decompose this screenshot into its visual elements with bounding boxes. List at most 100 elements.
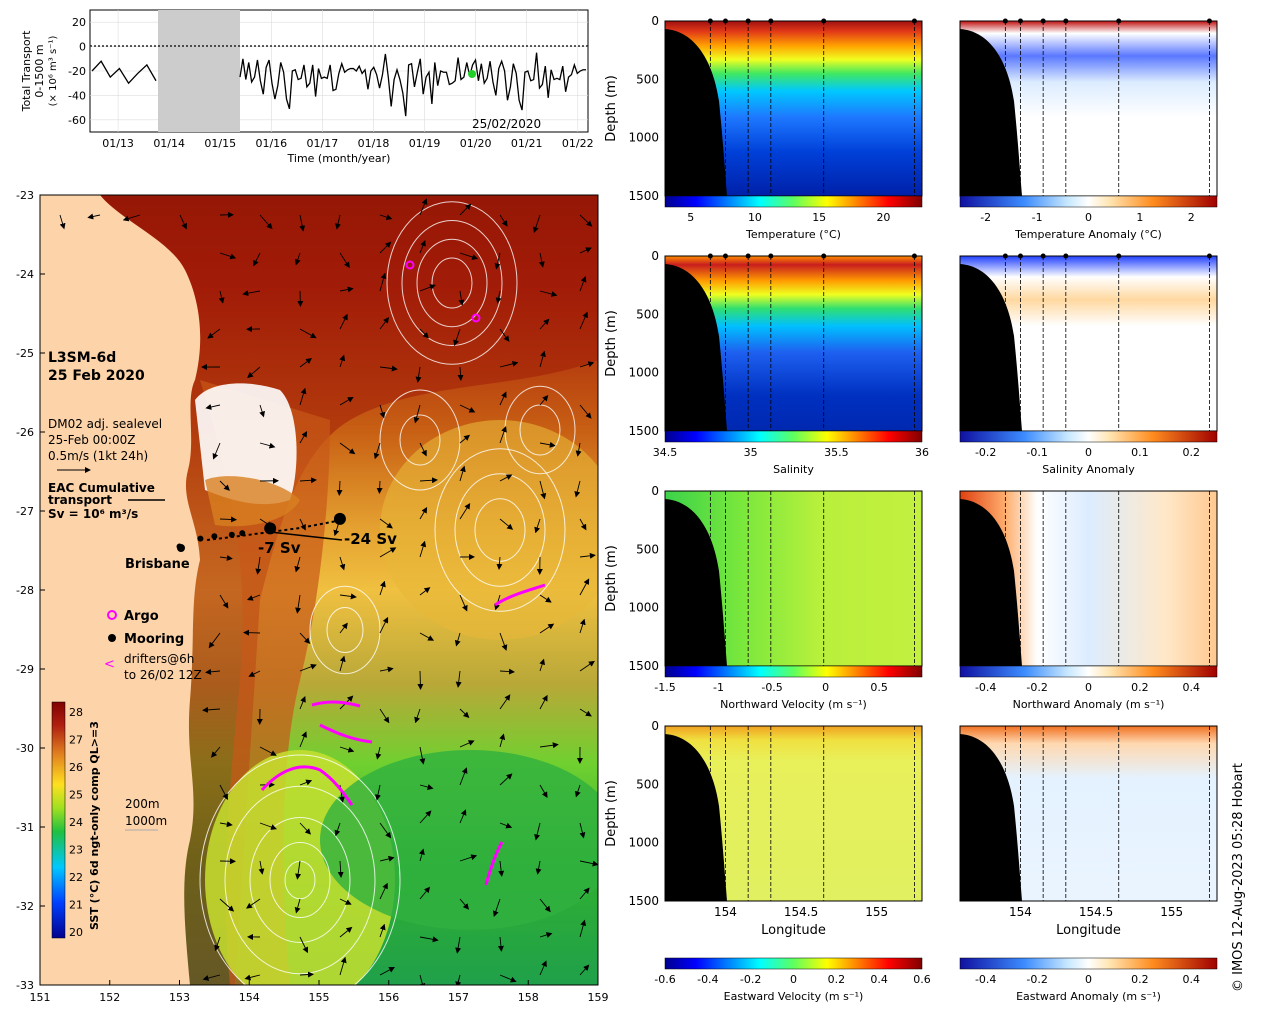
colorbar-label: Temperature Anomaly (°C) xyxy=(1014,228,1162,241)
velocity-arrow xyxy=(253,252,261,267)
sealevel-contour xyxy=(386,201,518,365)
velocity-arrow xyxy=(373,442,381,460)
velocity-arrow xyxy=(499,474,513,482)
colorbar-tick-label: 1 xyxy=(1136,211,1143,224)
velocity-arrow xyxy=(219,821,233,828)
velocity-arrow xyxy=(454,632,461,647)
land xyxy=(40,195,201,985)
drifter-legend-line1: drifters@6h xyxy=(124,652,194,666)
velocity-arrow xyxy=(579,919,587,938)
colorbar-tick-label: -0.2 xyxy=(1026,681,1047,694)
depth-axis-label: Depth (m) xyxy=(604,75,619,142)
colorbar-label: Salinity xyxy=(773,463,814,476)
velocity-arrow xyxy=(418,848,425,862)
velocity-arrow xyxy=(122,214,141,222)
velocity-arrow xyxy=(214,936,221,952)
velocity-arrow xyxy=(219,784,228,801)
velocity-arrow xyxy=(295,594,302,614)
velocity-arrow xyxy=(538,252,545,268)
velocity-arrow xyxy=(299,477,317,484)
colorbar-tick-label: 0.6 xyxy=(913,973,931,986)
colorbar-tick-label: -0.4 xyxy=(975,973,996,986)
velocity-arrow xyxy=(419,936,439,943)
colorbar-tick-label: 0 xyxy=(1085,211,1092,224)
velocity-arrow xyxy=(579,660,595,672)
velocity-arrow xyxy=(499,974,517,983)
velocity-arrow xyxy=(379,855,395,862)
depth-tick-label: 1500 xyxy=(628,659,659,673)
sealevel-legend-line2: 25-Feb 00:00Z xyxy=(48,433,135,447)
map-y-tick-label: -24 xyxy=(16,268,34,281)
velocity-arrow xyxy=(499,668,515,675)
map-x-tick-label: 151 xyxy=(30,991,51,1004)
transport-x-tick-label: 01/20 xyxy=(460,137,492,150)
cloud-mask-1 xyxy=(195,383,297,505)
transport-y-tick-label: -60 xyxy=(68,114,86,127)
isobath-1000m-label: 1000m xyxy=(125,814,167,828)
velocity-arrow xyxy=(218,290,225,304)
velocity-arrow xyxy=(455,670,462,688)
colorbar-tick-label: 35 xyxy=(744,446,758,459)
velocity-arrow xyxy=(579,860,598,867)
velocity-arrow xyxy=(247,366,261,379)
velocity-arrow xyxy=(459,465,466,482)
velocity-arrow xyxy=(579,887,590,900)
transport-x-tick-label: 01/19 xyxy=(409,137,441,150)
velocity-arrow xyxy=(299,822,311,835)
velocity-arrow xyxy=(459,767,468,786)
velocity-arrow xyxy=(299,936,308,954)
velocity-arrow xyxy=(379,365,398,372)
velocity-arrow xyxy=(202,974,221,981)
sealevel-contours xyxy=(199,201,576,985)
velocity-arrow xyxy=(499,426,507,444)
velocity-arrow xyxy=(294,556,301,573)
colorbar-tick-label: 35.5 xyxy=(824,446,849,459)
map-y-tick-label: -23 xyxy=(16,189,34,202)
colorbar-tick-label: -0.2 xyxy=(975,446,996,459)
colorbar-tick-label: -0.2 xyxy=(740,973,761,986)
velocity-arrow xyxy=(211,746,221,758)
map-y-tick-label: -28 xyxy=(16,584,34,597)
velocity-arrow xyxy=(579,708,592,717)
depth-tick-label: 1500 xyxy=(628,894,659,908)
transport-x-tick-label: 01/17 xyxy=(307,137,339,150)
colorbar-tick-label: 20 xyxy=(876,211,890,224)
velocity-arrow xyxy=(539,394,549,406)
colorbar-temperature_anomaly xyxy=(959,195,1218,208)
transport-y-label-line1: Total Transport xyxy=(20,30,33,112)
velocity-arrow xyxy=(379,822,392,839)
velocity-arrow xyxy=(379,923,386,938)
velocity-arrow xyxy=(205,404,221,410)
sst-colorbar-tick-label: 28 xyxy=(69,706,83,719)
transport-x-tick-label: 01/22 xyxy=(562,137,594,150)
velocity-arrow xyxy=(419,477,438,484)
colorbar-tick-label: 2 xyxy=(1188,211,1195,224)
velocity-arrow xyxy=(574,480,581,498)
transport-series xyxy=(91,52,586,117)
velocity-arrow xyxy=(499,518,514,530)
velocity-arrow xyxy=(219,554,233,561)
mooring-marker xyxy=(197,535,204,542)
section-panel-temperature_anomaly: -2 -1 0 1 2 Temperature Anomaly (°C) xyxy=(959,18,1218,241)
sst-map-y-axis: -23 -24 -25 -26 -27 -28 -29 -30 -31 -32 -33 xyxy=(16,189,45,992)
section-panel-northward_velocity: 0 500 1000 1500 Depth (m) -1.5 -1 -0.5 0 0.5North… xyxy=(604,484,923,711)
velocity-arrow xyxy=(336,480,343,496)
velocity-arrow xyxy=(417,670,424,690)
transport-y-label-line2: 0-1500 m xyxy=(33,44,46,97)
mooring-marker xyxy=(228,531,235,538)
velocity-arrow xyxy=(294,898,301,914)
velocity-arrow xyxy=(492,898,501,917)
sst-yellow-patch xyxy=(380,420,598,640)
velocity-arrow xyxy=(539,594,552,603)
sst-colorbar-tick-label: 24 xyxy=(69,816,83,829)
colorbar-northward_velocity xyxy=(664,665,923,678)
velocity-arrow xyxy=(499,822,513,829)
colorbar-tick-label: 0.2 xyxy=(1131,973,1149,986)
transport-x-tick-label: 01/21 xyxy=(511,137,543,150)
depth-tick-label: 0 xyxy=(651,14,659,28)
velocity-arrow xyxy=(339,593,357,600)
depth-tick-label: 1000 xyxy=(628,131,659,145)
argo-float-2 xyxy=(471,313,481,323)
drifter-tracks xyxy=(260,583,546,886)
velocity-arrow xyxy=(419,284,436,292)
